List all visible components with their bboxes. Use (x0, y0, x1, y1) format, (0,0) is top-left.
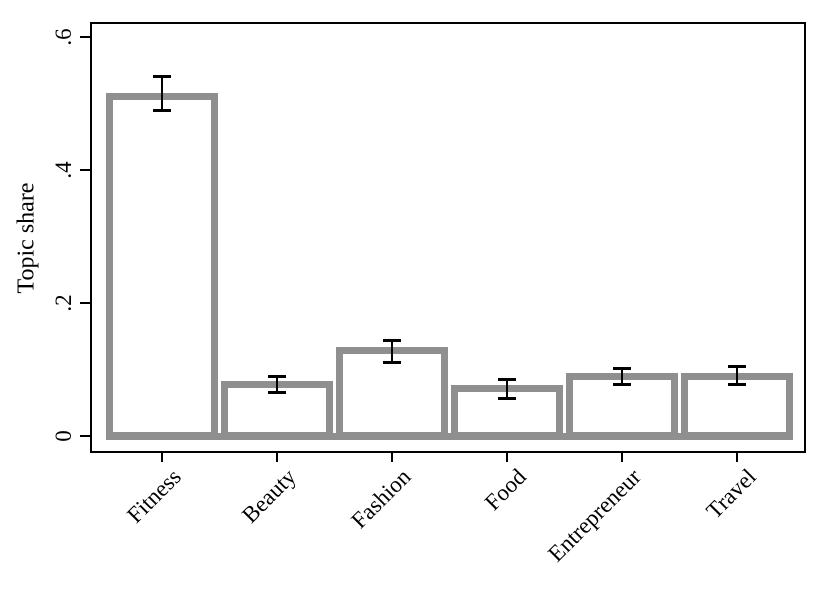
error-bar-cap-top (498, 377, 516, 381)
x-tick (621, 453, 623, 462)
y-tick-label: .2 (51, 294, 76, 312)
x-tick-label: Fashion (346, 464, 416, 534)
x-tick (391, 453, 393, 462)
error-bar-stem (506, 379, 508, 399)
error-bar-cap-bottom (498, 396, 516, 400)
error-bar-cap-top (728, 365, 746, 369)
x-tick-label: Fitness (121, 464, 186, 528)
y-axis-title: Topic share (13, 182, 40, 294)
x-tick (161, 453, 163, 462)
error-bar-cap-bottom (383, 360, 401, 364)
error-bar-cap-top (383, 338, 401, 342)
error-bar-cap-bottom (268, 391, 286, 395)
y-tick-label: .6 (51, 28, 76, 46)
error-bar-cap-top (268, 375, 286, 379)
error-bar-stem (391, 340, 393, 363)
x-tick-label: Beauty (236, 464, 301, 528)
error-bar-cap-bottom (613, 383, 631, 387)
baseline (106, 432, 793, 440)
y-tick (80, 302, 90, 304)
error-bar-cap-bottom (153, 108, 171, 112)
error-bar-cap-top (613, 366, 631, 370)
x-tick (736, 453, 738, 462)
x-tick-label: Entrepreneur (543, 464, 646, 567)
bar (106, 93, 218, 440)
error-bar-cap-bottom (728, 383, 746, 387)
error-bar-stem (736, 366, 738, 385)
error-bar-stem (276, 376, 278, 393)
y-tick-label: 0 (51, 430, 76, 442)
error-bar-cap-top (153, 75, 171, 79)
y-tick (80, 169, 90, 171)
y-tick (80, 435, 90, 437)
x-tick (276, 453, 278, 462)
x-tick (506, 453, 508, 462)
x-tick-label: Food (479, 464, 531, 516)
error-bar-stem (161, 76, 163, 111)
y-tick (80, 36, 90, 38)
y-tick-label: .4 (51, 161, 76, 179)
x-tick-label: Travel (701, 464, 761, 524)
error-bar-stem (621, 368, 623, 385)
